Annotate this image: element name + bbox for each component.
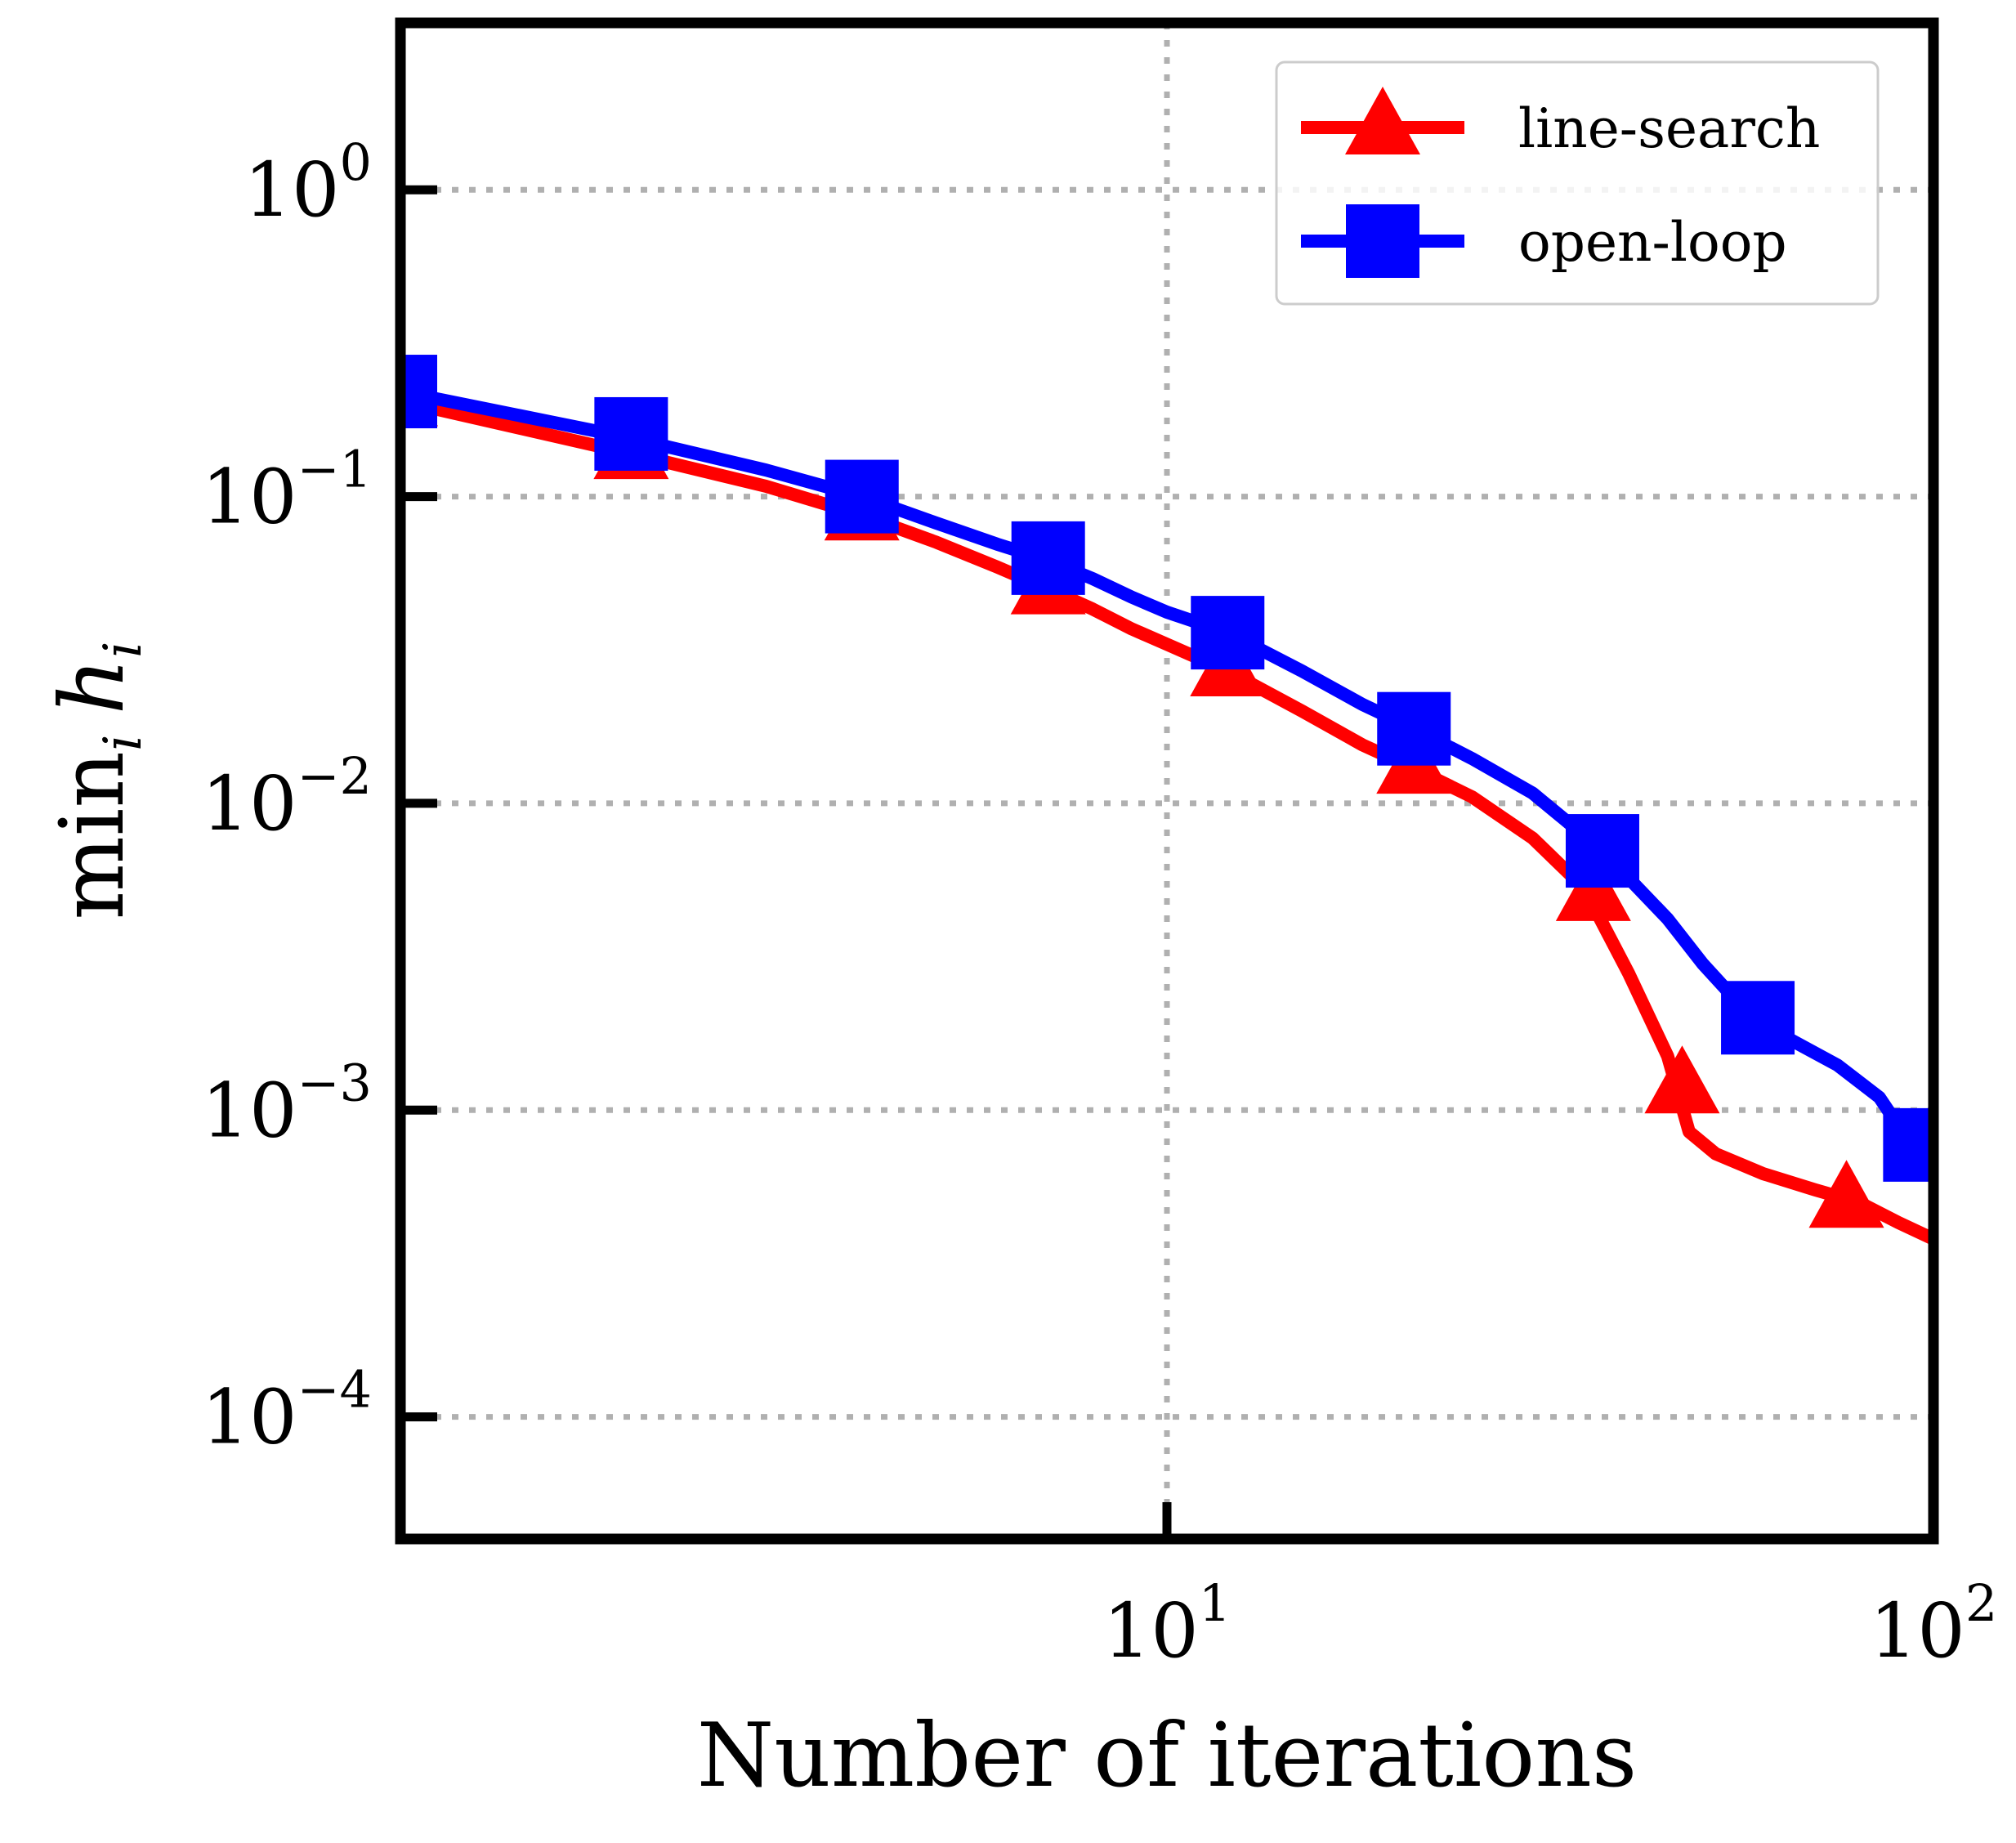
legend: line-search open-loop [1275,60,1880,306]
y-tick-label: 100 [244,132,372,234]
x-tick-label: 102 [1870,1573,1998,1675]
data-point-open-loop [1565,814,1639,888]
y-tick-label: 10−3 [202,1053,372,1154]
data-point-line-search [1808,1160,1884,1228]
data-point-open-loop [825,459,899,534]
data-point-line-search [1644,1045,1720,1114]
y-axis-title: minihi [42,641,154,919]
data-point-open-loop [1721,981,1795,1055]
legend-label-open-loop: open-loop [1518,211,1787,274]
legend-marker-open-loop [1346,204,1419,278]
data-point-open-loop [400,355,437,429]
y-tick-label: 10−1 [202,440,372,541]
y-tick-label: 10−2 [202,746,372,848]
data-point-open-loop [594,396,668,471]
data-point-open-loop [1377,691,1451,766]
series-layer [400,355,1933,1246]
legend-marker-line-search [1345,87,1420,154]
axis-ticks: 100 10−1 10−2 10−3 10−4 101 102 [202,132,1998,1675]
y-tick-label: 10−4 [202,1360,372,1461]
legend-label-line-search: line-search [1518,97,1820,160]
x-tick-label: 101 [1103,1573,1232,1675]
data-point-open-loop [1011,521,1085,595]
x-axis-title: Number of iterations [697,1705,1638,1807]
data-point-open-loop [1191,596,1265,670]
data-point-open-loop [1883,1107,1933,1182]
